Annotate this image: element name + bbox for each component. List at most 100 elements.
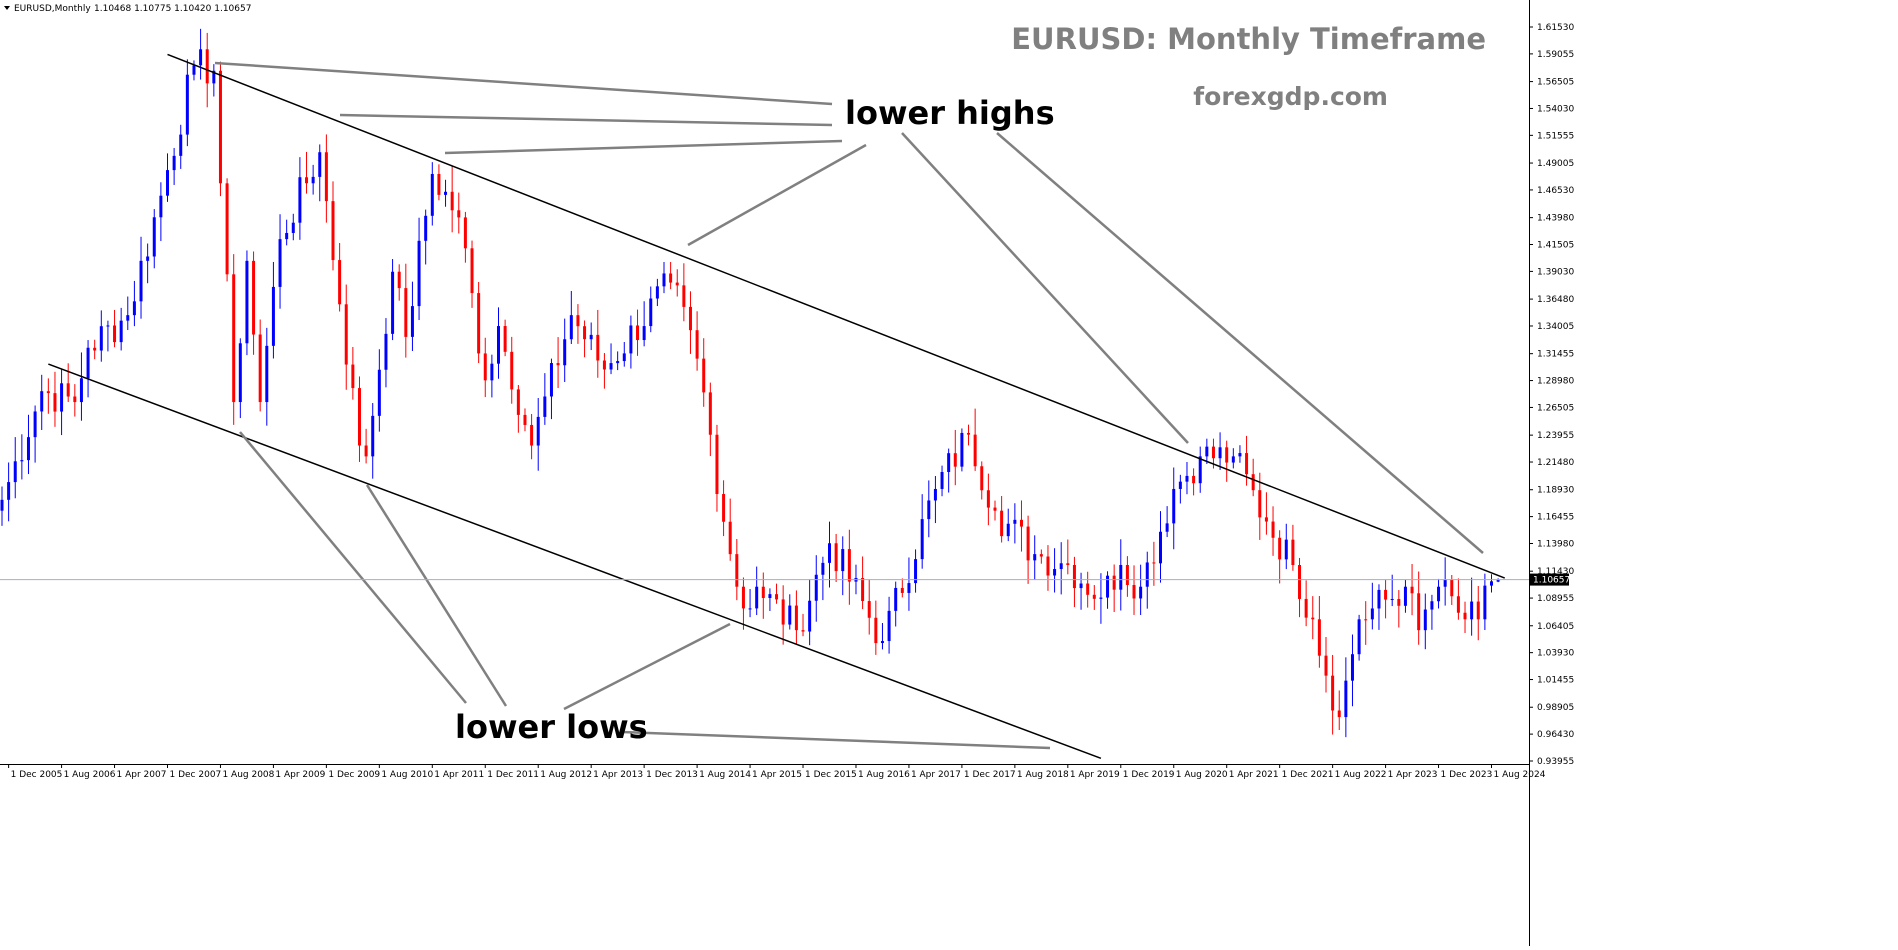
candle-body [549, 363, 553, 397]
candle-body [20, 460, 24, 462]
candle-body [622, 353, 626, 362]
candle-body [1437, 586, 1441, 602]
time-tick-label: 1 Dec 2017 [964, 770, 1016, 780]
candle-body [887, 610, 891, 642]
candle [430, 162, 434, 226]
candle-body [722, 494, 726, 522]
candle [980, 461, 984, 500]
time-tick-label: 1 Aug 2018 [1017, 770, 1069, 780]
candle-body [808, 600, 812, 632]
candle-body [609, 363, 613, 370]
time-tick-label: 1 Aug 2008 [222, 770, 274, 780]
time-tick-label: 1 Apr 2007 [117, 770, 167, 780]
lower-channel-trendline[interactable] [48, 363, 1102, 760]
candle-body [1251, 474, 1255, 491]
candle [589, 322, 593, 351]
price-axis[interactable]: 1.61530 1.59055 1.56505 1.54030 1.51555 1.490… [1529, 23, 1574, 767]
candle [384, 318, 388, 388]
candle-body [947, 453, 951, 473]
candle-body [1198, 456, 1202, 484]
candle [569, 290, 573, 345]
candle [880, 622, 884, 650]
candle-body [1066, 563, 1070, 565]
time-tick-label: 1 Apr 2011 [434, 770, 484, 780]
candle [576, 304, 580, 344]
candle-body [669, 273, 673, 283]
candle [364, 428, 368, 464]
candle-body [1390, 599, 1394, 601]
candle-body [1039, 554, 1043, 557]
candle [1039, 549, 1043, 564]
candle [46, 378, 50, 414]
candle [232, 254, 236, 425]
candle [225, 178, 229, 282]
candle [477, 282, 481, 364]
candle [1337, 690, 1341, 731]
candle-body [212, 70, 216, 84]
candle-body [371, 415, 375, 457]
time-tick-label: 1 Apr 2015 [752, 770, 802, 780]
candle-body [675, 282, 679, 286]
candle-body [510, 351, 514, 390]
candle-body [1053, 569, 1057, 576]
candle [1198, 446, 1202, 493]
candle [973, 408, 977, 471]
candle-body [556, 363, 560, 366]
candle [490, 354, 494, 398]
candle [1370, 582, 1374, 630]
candle-body [463, 217, 467, 249]
candle-body [344, 304, 348, 365]
candle-body [113, 325, 117, 343]
candle-body [1112, 575, 1116, 590]
candle-body [801, 630, 805, 632]
candle-body [1304, 598, 1308, 618]
candle [1099, 573, 1103, 624]
upper-channel-trendline[interactable] [167, 53, 1506, 579]
time-axis[interactable]: 1 Dec 2005 1 Aug 2006 1 Apr 2007 1 Dec 2007… [8, 764, 1546, 780]
candle [1350, 634, 1354, 707]
candle-body [1331, 675, 1335, 711]
candle [1013, 503, 1017, 544]
candle [278, 214, 282, 309]
collapse-triangle-icon[interactable] [4, 6, 10, 10]
candle-body [1344, 680, 1348, 718]
symbol-label: EURUSD,Monthly [14, 4, 91, 14]
candle-body [1238, 453, 1242, 457]
candle [159, 182, 163, 242]
candle-body [384, 333, 388, 370]
candle [1145, 551, 1149, 609]
candle-body [53, 393, 57, 412]
candle-body [132, 301, 136, 316]
candle [536, 397, 540, 471]
candle-body [318, 152, 322, 177]
candle [708, 382, 712, 457]
candle [258, 319, 262, 412]
candle [794, 590, 798, 645]
candle-body [503, 326, 507, 352]
candle [1417, 571, 1421, 645]
candle [808, 579, 812, 646]
candle-body [642, 326, 646, 341]
candle-body [1311, 617, 1315, 620]
candle-body [933, 488, 937, 501]
candle-body [847, 549, 851, 582]
price-tick-label: 1.41505 [1537, 241, 1574, 251]
candle-body [907, 583, 911, 593]
candle-body [410, 306, 414, 337]
time-tick-label: 1 Dec 2015 [805, 770, 857, 780]
candle-body [1483, 585, 1487, 620]
candle-body [1364, 619, 1368, 621]
candle-body [119, 320, 123, 343]
candle-body [973, 434, 977, 467]
candle [986, 473, 990, 526]
candle-body [569, 315, 573, 340]
candle [516, 384, 520, 433]
time-tick-label: 1 Aug 2010 [381, 770, 433, 780]
candle-body [814, 574, 818, 601]
candle-body [1205, 446, 1209, 457]
time-tick-label: 1 Apr 2021 [1229, 770, 1279, 780]
candle-body [1271, 521, 1275, 538]
candle [642, 301, 646, 347]
